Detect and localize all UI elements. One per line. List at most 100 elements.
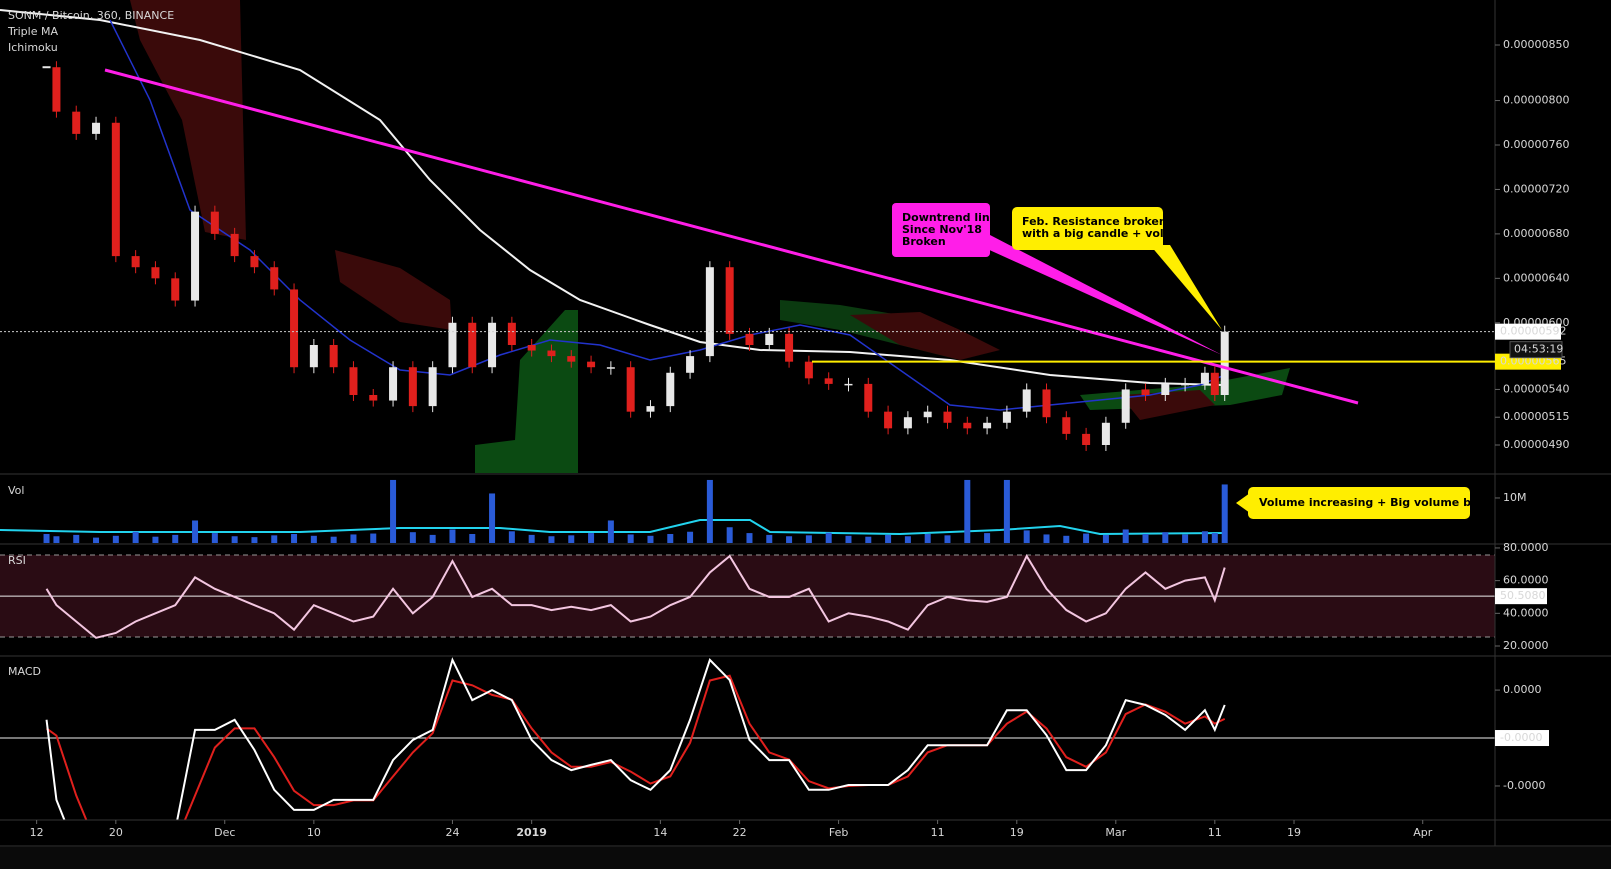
x-tick-label: 20 [109,826,123,839]
volume-bar [93,537,100,543]
candle [1121,389,1130,423]
volume-bar [310,535,317,543]
candle [804,361,813,379]
pane-separators [0,0,1611,847]
annotation-downtrend: Downtrend line Since Nov'18 Broken [892,203,1222,355]
signal-line [45,674,1226,820]
y-tick-label: -0.0000 [1503,779,1545,792]
volume-bar [489,493,496,543]
volume-bar [409,532,416,543]
annotation-text: Since Nov'18 [902,223,982,236]
rsi-pane [0,554,1495,639]
volume-bar [350,534,357,543]
candle [42,66,51,69]
volume-bar [924,533,931,543]
volume-bar [469,533,476,543]
candle [369,395,378,401]
macd-line [45,657,1226,820]
annotation-resistance: Feb. Resistance broken with a big candle… [1012,207,1222,330]
candle [666,372,675,407]
annotation-text: with a big candle + vol. [1022,227,1168,240]
candle [1101,422,1110,445]
x-tick-label: Apr [1413,826,1433,839]
volume-bar [885,534,892,543]
y-tick-label: 0.00000515 [1503,410,1569,423]
volume-bar [271,535,278,543]
volume-bar [647,535,654,543]
volume-bar [786,536,793,543]
volume-bar [172,534,179,543]
volume-bar [548,536,555,543]
candle [1200,372,1209,384]
volume-bar [1221,484,1228,543]
x-tick-label: 11 [1208,826,1222,839]
x-tick-label: 2019 [516,826,547,839]
annotation-volume: Volume increasing + Big volume bar [1236,487,1484,519]
volume-bar [766,534,773,543]
candle [705,267,714,357]
volume-bar [667,533,674,543]
y-tick-label: 0.00000680 [1503,227,1569,240]
volume-bar [904,536,911,543]
volume-bar [805,535,812,543]
volume-bar [726,527,733,543]
x-tick-label: 12 [30,826,44,839]
y-tick-label: 80.0000 [1503,541,1549,554]
candle [547,350,556,357]
candle [567,356,576,362]
y-tick-label: 0.00000850 [1503,38,1569,51]
volume-pane [0,479,1228,543]
candle [646,406,655,412]
candle [111,122,120,257]
candle [408,367,417,407]
rsi-last-label: 50.5080 [1500,589,1546,602]
countdown-box [1509,341,1563,359]
candle [52,67,61,112]
y-tick-label: 0.00000540 [1503,382,1569,395]
candle [1161,383,1170,395]
volume-bar [964,479,971,543]
candle [1181,383,1190,386]
candle [1082,433,1091,445]
candle [448,322,457,368]
candle [1002,411,1011,423]
x-tick-label: 22 [733,826,747,839]
volume-bar [251,537,258,543]
volume-bar [746,533,753,543]
volume-bar [1182,534,1189,543]
candle [884,411,893,429]
volume-bar [330,536,337,543]
x-tick-label: 10 [307,826,321,839]
volume-bar [429,534,436,543]
x-tick-label: 11 [931,826,945,839]
volume-bar [845,535,852,543]
candle [963,422,972,429]
candle [626,367,635,412]
candle [72,111,81,134]
price-pane [42,61,1229,451]
candle [1062,417,1071,434]
volume-bar [944,535,951,543]
x-tick-label: Feb [829,826,848,839]
candle [250,256,259,268]
volume-bar [607,520,614,543]
volume-bar [1003,479,1010,543]
candle [903,417,912,429]
annotation-text: Downtrend line [902,211,997,224]
candle [290,289,299,368]
indicator-label: Ichimoku [8,41,58,54]
annotation-text: Feb. Resistance broken [1022,215,1167,228]
volume-bar [1063,535,1070,543]
volume-bar [568,535,575,543]
rsi-line [45,554,1226,639]
volume-bar [132,531,139,543]
candle [824,378,833,384]
y-tick-label: 0.00000720 [1503,182,1569,195]
candle [864,383,873,412]
volume-bar [53,536,60,543]
trend-line [104,68,1359,405]
volume-bar [43,533,50,543]
candle [983,422,992,429]
volume-bar [1043,534,1050,543]
